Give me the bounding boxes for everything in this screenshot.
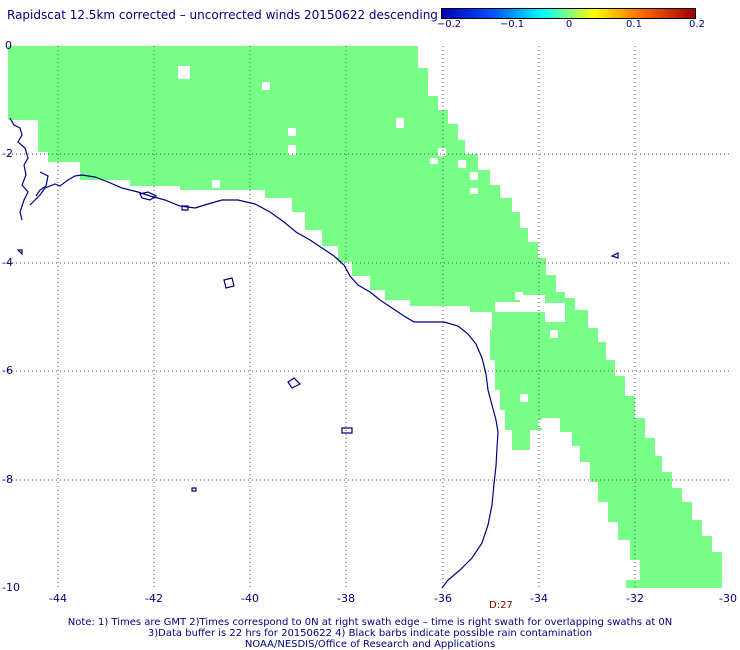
x-tick-label: -36 xyxy=(434,592,452,605)
island xyxy=(610,252,619,259)
swath-time-label: D:27 xyxy=(489,600,513,611)
islands xyxy=(16,191,619,492)
wind-swath xyxy=(8,46,722,588)
y-tick-label: -4 xyxy=(2,256,13,269)
swath-main xyxy=(8,46,565,312)
x-tick-label: -34 xyxy=(530,592,548,605)
coastline xyxy=(9,117,499,589)
swath-gaps xyxy=(178,66,558,428)
island xyxy=(341,427,353,434)
y-tick-label: -2 xyxy=(2,147,13,160)
coastline-main xyxy=(29,174,499,589)
colorbar-tick-label: 0.1 xyxy=(626,19,642,30)
footnote-credit: NOAA/NESDIS/Office of Research and Appli… xyxy=(244,639,496,650)
island xyxy=(181,205,189,211)
x-tick-label: -40 xyxy=(241,592,259,605)
coastline-northwest xyxy=(9,117,29,221)
x-tick-label: -42 xyxy=(145,592,163,605)
island xyxy=(223,277,235,289)
coastline-inlet xyxy=(35,171,49,197)
x-tick-label: -32 xyxy=(626,592,644,605)
graticule xyxy=(8,46,732,588)
swath-south xyxy=(490,298,722,588)
island xyxy=(139,191,158,201)
colorbar-tick-label: −0.2 xyxy=(436,19,462,30)
x-tick-label: -38 xyxy=(337,592,355,605)
footnote-line-1: Note: 1) Times are GMT 2)Times correspon… xyxy=(67,617,673,628)
island xyxy=(16,249,23,256)
y-tick-label: -10 xyxy=(2,581,20,594)
map-title: Rapidscat 12.5km corrected – uncorrected… xyxy=(7,8,438,22)
colorbar-tick-label: 0 xyxy=(565,19,573,30)
island xyxy=(287,377,302,389)
x-tick-label: -30 xyxy=(719,592,737,605)
colorbar-tick-label: −0.1 xyxy=(499,19,525,30)
y-tick-label: -6 xyxy=(2,364,13,377)
y-tick-label: 0 xyxy=(5,39,12,52)
island xyxy=(191,487,197,492)
y-tick-label: -8 xyxy=(2,473,13,486)
color-scale-bar xyxy=(441,8,696,19)
x-tick-label: -44 xyxy=(49,592,67,605)
colorbar-tick-label: 0.2 xyxy=(689,19,705,30)
footnote-line-2: 3)Data buffer is 22 hrs for 20150622 4) … xyxy=(147,628,593,639)
